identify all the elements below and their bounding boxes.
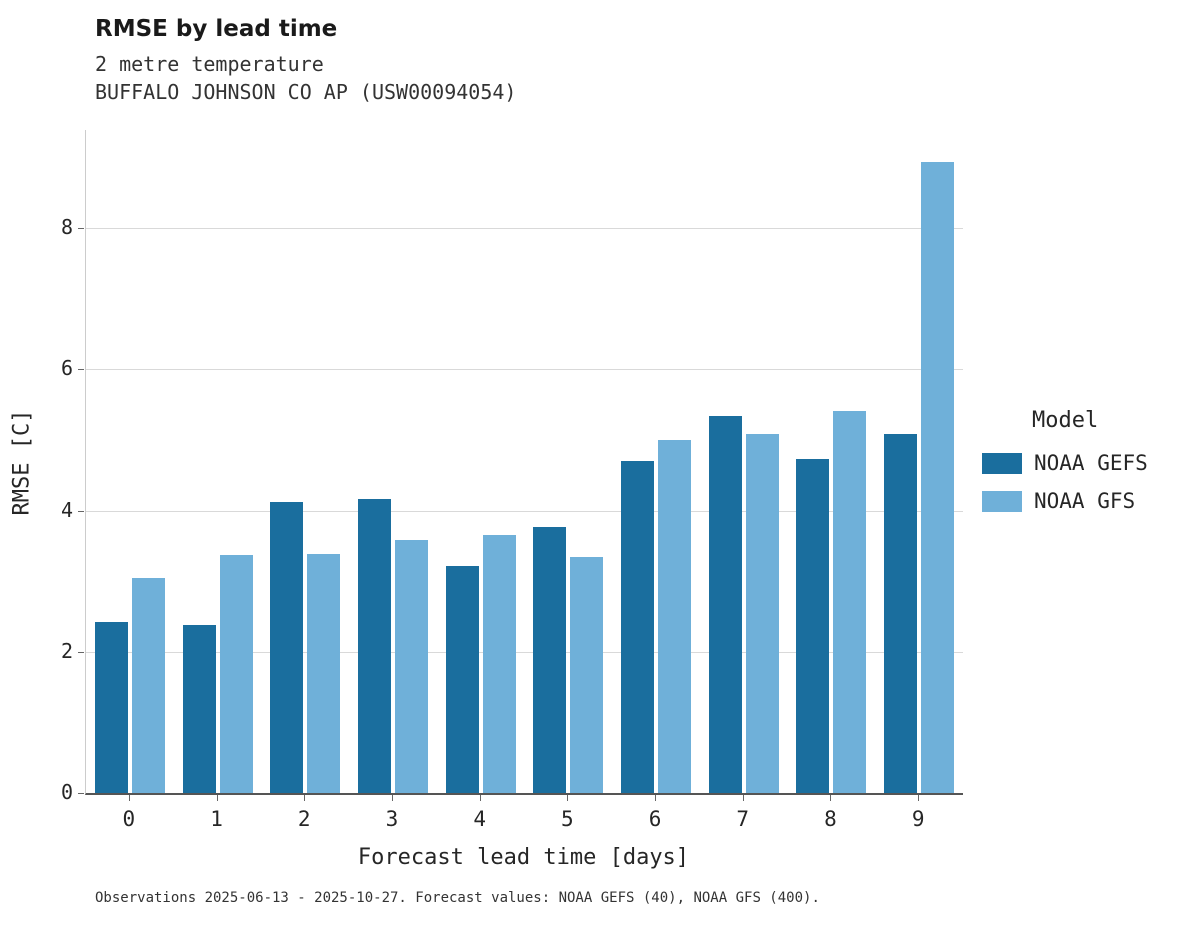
x-tick-mark [830, 795, 832, 801]
x-tick-label: 1 [210, 807, 223, 831]
gridline [86, 369, 963, 371]
caption-text: Observations 2025-06-13 - 2025-10-27. Fo… [95, 890, 820, 906]
bar-noaa-gfs-lead-5 [570, 557, 603, 793]
x-tick-label: 2 [297, 807, 311, 831]
legend-swatch-gfs-icon [982, 490, 1022, 512]
x-tick-label: 8 [824, 807, 837, 831]
gridline [86, 510, 963, 512]
x-tick-label: 6 [648, 807, 662, 831]
y-tick-label: 8 [60, 215, 73, 240]
plot-area [85, 130, 963, 795]
gridline [86, 228, 963, 230]
bar-noaa-gefs-lead-8 [796, 459, 829, 793]
x-tick-label: 3 [385, 807, 399, 831]
chart-subtitle-variable: 2 metre temperature [95, 52, 324, 76]
legend-title: Model [1032, 408, 1099, 433]
legend: Model NOAA GEFS NOAA GFS [982, 408, 1148, 527]
bar-noaa-gefs-lead-9 [884, 434, 917, 793]
bar-noaa-gefs-lead-7 [709, 416, 742, 793]
x-tick-label: 5 [561, 807, 574, 831]
bar-noaa-gefs-lead-1 [183, 625, 216, 793]
x-tick-mark [391, 795, 393, 801]
x-tick-mark [479, 795, 481, 801]
legend-label-gefs: NOAA GEFS [1034, 451, 1148, 475]
legend-entry-gefs: NOAA GEFS [982, 451, 1148, 475]
y-tick-mark [78, 651, 84, 653]
bar-noaa-gfs-lead-9 [921, 162, 954, 793]
bar-noaa-gfs-lead-6 [658, 440, 691, 793]
bar-noaa-gfs-lead-0 [132, 578, 165, 793]
y-tick-label: 6 [60, 356, 73, 381]
bar-noaa-gefs-lead-0 [95, 622, 128, 793]
x-tick-mark [742, 795, 744, 801]
x-tick-mark [128, 795, 130, 801]
y-tick-label: 0 [60, 780, 73, 804]
bar-noaa-gfs-lead-8 [833, 411, 866, 793]
bar-noaa-gfs-lead-4 [483, 535, 516, 793]
x-tick-label: 9 [911, 807, 925, 831]
y-tick-mark [78, 793, 84, 794]
bar-noaa-gefs-lead-3 [358, 499, 391, 793]
legend-swatch-gefs-icon [982, 452, 1022, 474]
chart-title: RMSE by lead time [95, 16, 338, 42]
x-tick-mark [216, 795, 218, 801]
y-axis-label: RMSE [C] [9, 409, 35, 516]
bar-noaa-gfs-lead-2 [307, 554, 340, 793]
y-tick-label: 2 [60, 638, 73, 663]
x-tick-mark [918, 795, 920, 801]
y-tick-label: 4 [60, 497, 73, 522]
x-tick-label: 4 [473, 807, 486, 831]
legend-label-gfs: NOAA GFS [1034, 489, 1136, 513]
x-axis-label: Forecast lead time [days] [357, 845, 690, 870]
x-tick-label: 7 [736, 807, 750, 831]
legend-entry-gfs: NOAA GFS [982, 489, 1148, 513]
chart-subtitle-station: BUFFALO JOHNSON CO AP (USW00094054) [95, 80, 517, 104]
y-tick-mark [78, 228, 84, 230]
bar-noaa-gefs-lead-2 [270, 502, 303, 793]
y-tick-mark [78, 510, 84, 512]
x-tick-mark [304, 795, 306, 801]
x-tick-mark [567, 795, 569, 801]
bar-noaa-gefs-lead-4 [446, 566, 479, 793]
bar-noaa-gefs-lead-5 [533, 527, 566, 793]
x-tick-label: 0 [122, 807, 136, 831]
x-tick-mark [655, 795, 657, 801]
bar-noaa-gfs-lead-7 [746, 434, 779, 793]
bar-noaa-gfs-lead-3 [395, 540, 428, 793]
bar-noaa-gefs-lead-6 [621, 461, 654, 793]
bar-noaa-gfs-lead-1 [220, 555, 253, 793]
gridline [86, 651, 963, 653]
y-tick-mark [78, 369, 84, 371]
